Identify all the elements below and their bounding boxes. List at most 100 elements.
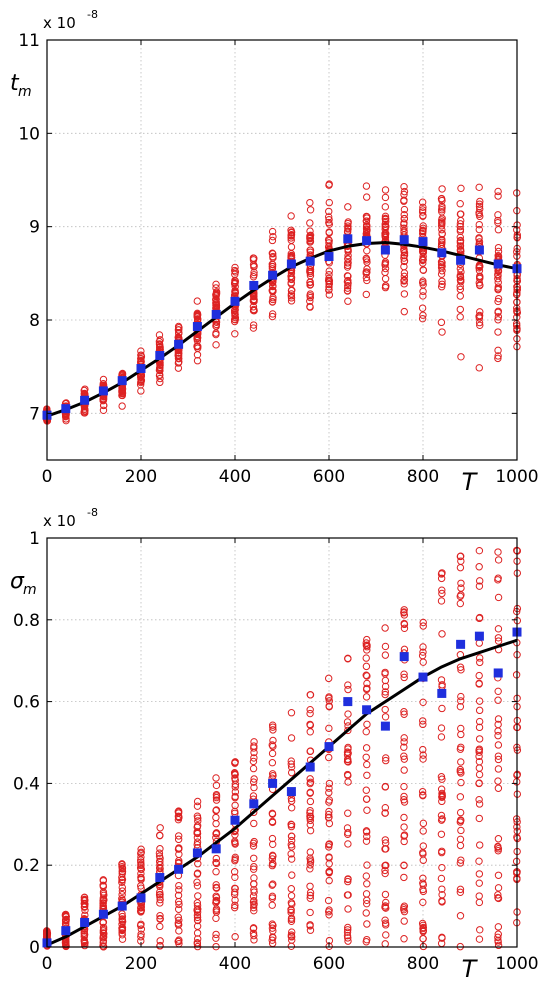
sample-point — [269, 933, 277, 942]
sample-point — [250, 293, 258, 301]
sample-point — [494, 933, 502, 942]
sample-point — [80, 937, 89, 945]
sample-point — [174, 919, 183, 927]
sample-point — [437, 240, 446, 248]
sample-point — [418, 651, 427, 660]
sample-point — [325, 218, 333, 227]
sample-point — [419, 222, 427, 230]
sample-point — [494, 731, 502, 740]
sample-point — [193, 878, 201, 886]
sample-point — [382, 931, 390, 939]
sample-point — [457, 697, 465, 705]
sample-point — [194, 905, 202, 913]
sample-point — [99, 899, 107, 907]
sample-point — [212, 322, 220, 331]
sample-point — [494, 354, 502, 363]
sample-point — [419, 874, 427, 882]
sample-point — [156, 845, 164, 853]
sample-point — [250, 305, 258, 314]
sample-point — [136, 921, 145, 930]
sample-point — [287, 892, 296, 900]
sample-point — [287, 297, 296, 305]
sample-point — [156, 899, 164, 907]
sample-point — [174, 349, 183, 357]
mean-marker — [362, 236, 372, 246]
sample-point — [419, 850, 427, 858]
sample-point — [269, 840, 277, 849]
sample-point — [306, 858, 315, 866]
sample-point — [418, 198, 427, 206]
sample-point — [325, 819, 334, 828]
sample-point — [344, 828, 352, 837]
sample-point — [287, 275, 296, 283]
sample-point — [137, 378, 145, 387]
sample-point — [400, 611, 409, 619]
sample-point — [344, 247, 352, 256]
sample-point — [475, 563, 483, 571]
sample-point — [325, 908, 333, 916]
sample-point — [137, 925, 146, 933]
sample-point — [118, 387, 127, 396]
sample-point — [494, 752, 503, 760]
sample-point — [268, 236, 277, 245]
sample-point — [381, 668, 389, 677]
sample-point — [381, 836, 390, 844]
sample-point — [136, 856, 145, 864]
sample-point — [456, 313, 464, 321]
sample-point — [438, 202, 446, 210]
sample-point — [269, 742, 277, 751]
sample-point — [494, 284, 502, 293]
sample-point — [343, 284, 352, 292]
sample-point — [437, 724, 446, 732]
sample-point — [400, 272, 409, 281]
sample-point — [362, 872, 371, 880]
sample-point — [268, 901, 276, 909]
sample-point — [287, 243, 296, 251]
sample-point — [137, 858, 145, 866]
sample-point — [494, 687, 502, 696]
sample-point — [419, 648, 427, 656]
sample-point — [400, 734, 408, 742]
mean-marker — [493, 259, 503, 269]
sample-point — [362, 786, 371, 794]
sample-point — [325, 843, 333, 851]
sample-point — [174, 905, 183, 913]
sample-point — [400, 708, 408, 716]
sample-point — [137, 904, 145, 912]
sample-point — [212, 854, 221, 863]
sample-point — [475, 364, 483, 372]
mean-marker — [399, 652, 409, 662]
sample-point — [381, 890, 390, 899]
sample-point — [156, 941, 164, 950]
sample-point — [156, 912, 164, 920]
sample-point — [193, 916, 202, 924]
sample-point — [456, 912, 465, 920]
sample-point — [476, 321, 484, 330]
sample-point — [438, 885, 446, 893]
sample-point — [269, 282, 277, 291]
sample-point — [494, 216, 502, 225]
y-tick-label: 8 — [29, 311, 40, 331]
sample-point — [269, 232, 277, 241]
sample-point — [156, 342, 164, 351]
sample-point — [80, 386, 88, 395]
x-tick-label: 200 — [125, 467, 157, 487]
sample-point — [494, 941, 503, 950]
sample-point — [456, 885, 465, 894]
sample-point — [287, 885, 295, 893]
mean-marker — [155, 872, 165, 882]
sample-point — [212, 830, 220, 838]
x-tick-label: 0 — [42, 954, 53, 974]
sample-point — [156, 366, 164, 375]
sample-point — [475, 200, 484, 208]
sample-point — [457, 184, 465, 193]
sample-point — [400, 215, 409, 223]
sample-point — [194, 860, 202, 868]
sample-point — [438, 214, 446, 223]
sample-point — [400, 755, 409, 763]
sample-point — [475, 779, 483, 788]
sample-point — [494, 715, 503, 723]
sample-point — [325, 868, 333, 876]
mean-marker — [380, 721, 390, 731]
